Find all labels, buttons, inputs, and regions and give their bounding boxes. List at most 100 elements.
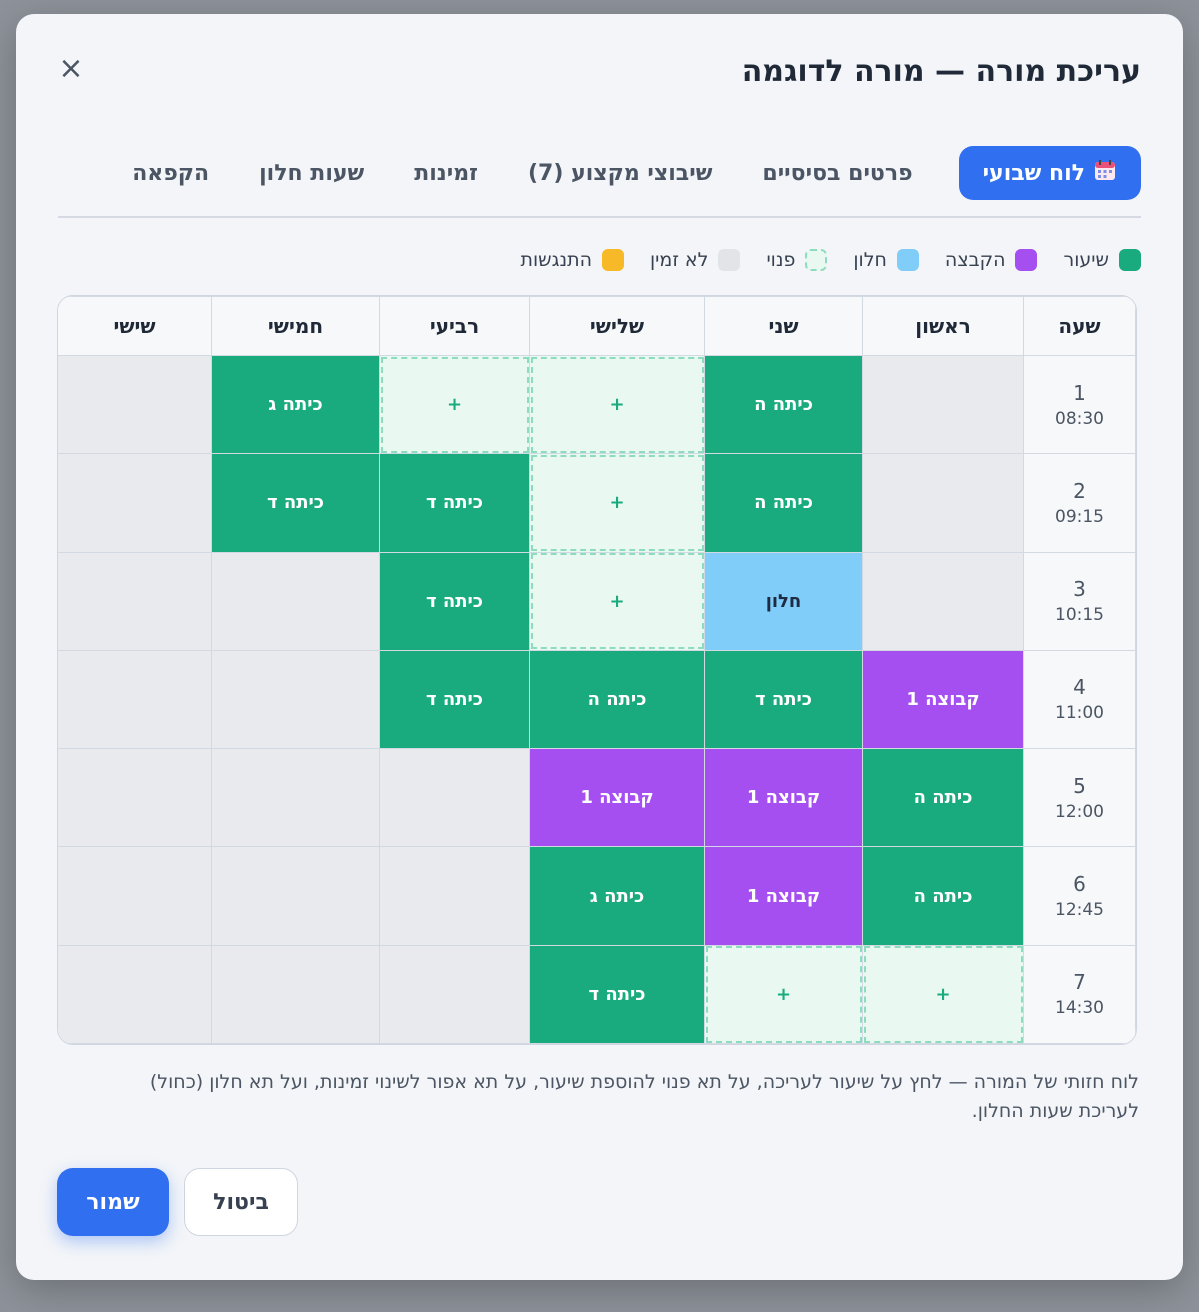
edit-teacher-dialog: עריכת מורה — מורה לדוגמה × לוח שבועי פרט…: [16, 14, 1183, 1280]
schedule-row: 6 12:45 כיתה ה קבוצה 1 כיתה ג: [58, 846, 1136, 946]
schedule-cell-lesson[interactable]: כיתה ה: [862, 748, 1024, 848]
period-number: 3: [1073, 577, 1086, 602]
schedule-row: 3 10:15 חלון + כיתה ד: [58, 551, 1136, 651]
tab-label: הקפאה: [132, 160, 210, 186]
legend-label: לא זמין: [649, 249, 709, 271]
legend-swatch: [718, 249, 741, 271]
period-time: 12:45: [1055, 900, 1104, 921]
legend-item-conflict: התנגשות: [521, 249, 624, 271]
schedule-cell-lesson[interactable]: כיתה ג: [529, 846, 705, 946]
close-icon[interactable]: ×: [58, 51, 84, 86]
schedule-cell-empty[interactable]: [862, 354, 1024, 455]
schedule-cell-lesson[interactable]: כיתה ד: [529, 944, 705, 1044]
schedule-cell-lesson[interactable]: כיתה ה: [862, 846, 1024, 946]
schedule-cell-free[interactable]: +: [704, 944, 863, 1044]
schedule-cell-empty[interactable]: [379, 748, 530, 848]
legend-swatch: [896, 249, 919, 271]
schedule-cell-lesson[interactable]: כיתה ד: [704, 649, 863, 750]
schedule-cell-empty[interactable]: [58, 944, 212, 1044]
schedule-cell-group[interactable]: קבוצה 1: [704, 846, 863, 946]
schedule-cell-empty[interactable]: [58, 649, 212, 750]
schedule-cell-empty[interactable]: [58, 846, 212, 946]
legend: שיעור הקבצה חלון פנוי לא זמין התנגשות: [495, 246, 1141, 274]
tab-subject-assignments[interactable]: שיבוצי מקצוע (7): [504, 146, 736, 200]
schedule-table: שעה ראשון שני שלישי רביעי חמישי שישי 1 08…: [58, 296, 1136, 1044]
cancel-button[interactable]: ביטול: [184, 1168, 298, 1236]
schedule-cell-empty[interactable]: [379, 944, 530, 1044]
schedule-cell-empty[interactable]: [58, 748, 212, 848]
tab-freeze[interactable]: הקפאה: [108, 146, 233, 200]
schedule-cell-empty[interactable]: [211, 846, 380, 946]
legend-label: שיעור: [1063, 249, 1109, 271]
schedule-cell-free[interactable]: +: [862, 944, 1024, 1044]
legend-label: חלון: [853, 249, 887, 271]
schedule-row: 2 09:15 כיתה ה + כיתה ד כיתה ד: [58, 453, 1136, 553]
schedule-cell-lesson[interactable]: כיתה ה: [704, 354, 863, 455]
period-cell: 7 14:30: [1023, 944, 1136, 1044]
schedule-cell-group[interactable]: קבוצה 1: [862, 649, 1024, 750]
legend-swatch: [1119, 249, 1141, 271]
schedule-cell-empty[interactable]: [379, 846, 530, 946]
schedule-row: 7 14:30 + + כיתה ד: [58, 944, 1136, 1044]
tab-label: שעות חלון: [259, 160, 365, 186]
schedule-cell-lesson[interactable]: כיתה ד: [211, 453, 380, 553]
legend-item-free: פנוי: [766, 249, 828, 271]
legend-label: פנוי: [766, 249, 796, 271]
schedule-cell-group[interactable]: קבוצה 1: [704, 748, 863, 848]
schedule-cell-lesson[interactable]: כיתה ד: [379, 649, 530, 750]
schedule-cell-lesson[interactable]: כיתה ג: [211, 354, 380, 455]
schedule-cell-lesson[interactable]: כיתה ד: [379, 453, 530, 553]
tab-label: זמינות: [414, 160, 478, 186]
header-hour: שעה: [1023, 296, 1136, 356]
schedule-row: 5 12:00 כיתה ה קבוצה 1 קבוצה 1: [58, 748, 1136, 848]
schedule-cell-empty[interactable]: [211, 748, 380, 848]
legend-swatch: [805, 249, 828, 271]
tab-availability[interactable]: זמינות: [390, 146, 502, 200]
schedule-cell-empty[interactable]: [58, 551, 212, 651]
period-cell: 5 12:00: [1023, 748, 1136, 848]
schedule-cell-free[interactable]: +: [529, 551, 705, 651]
weekly-schedule-grid: שעה ראשון שני שלישי רביעי חמישי שישי 1 08…: [57, 295, 1137, 1045]
header-day-sunday: ראשון: [862, 296, 1024, 356]
period-cell: 4 11:00: [1023, 649, 1136, 750]
schedule-cell-lesson[interactable]: כיתה ד: [379, 551, 530, 651]
period-time: 08:30: [1055, 408, 1104, 429]
schedule-header-row: שעה ראשון שני שלישי רביעי חמישי שישי: [58, 296, 1136, 356]
header-day-thursday: חמישי: [211, 296, 380, 356]
schedule-cell-empty[interactable]: [211, 551, 380, 651]
period-time: 12:00: [1055, 801, 1104, 822]
schedule-cell-group[interactable]: קבוצה 1: [529, 748, 705, 848]
legend-label: הקבצה: [944, 249, 1006, 271]
dialog-title: עריכת מורה — מורה לדוגמה: [741, 54, 1141, 89]
tab-weekly-board[interactable]: לוח שבועי: [958, 146, 1141, 200]
schedule-cell-free[interactable]: +: [529, 453, 705, 553]
schedule-cell-lesson[interactable]: כיתה ה: [529, 649, 705, 750]
schedule-row: 1 08:30 כיתה ה + + כיתה ג: [58, 354, 1136, 455]
schedule-cell-lesson[interactable]: כיתה ה: [704, 453, 863, 553]
schedule-cell-empty[interactable]: [862, 551, 1024, 651]
period-time: 14:30: [1055, 998, 1104, 1019]
legend-item-window: חלון: [853, 249, 919, 271]
period-cell: 2 09:15: [1023, 453, 1136, 553]
schedule-cell-window[interactable]: חלון: [704, 551, 863, 651]
tab-label: שיבוצי מקצוע (7): [527, 160, 713, 186]
schedule-cell-empty[interactable]: [58, 354, 212, 455]
save-button[interactable]: שמור: [57, 1168, 169, 1236]
period-cell: 3 10:15: [1023, 551, 1136, 651]
schedule-cell-empty[interactable]: [211, 944, 380, 1044]
period-cell: 6 12:45: [1023, 846, 1136, 946]
schedule-cell-free[interactable]: +: [529, 354, 705, 455]
schedule-cell-free[interactable]: +: [379, 354, 530, 455]
schedule-cell-empty[interactable]: [211, 649, 380, 750]
schedule-hint: לוח חזותי של המורה — לחץ על שיעור לעריכה…: [149, 1071, 1139, 1122]
legend-item-grouping: הקבצה: [945, 249, 1038, 271]
schedule-cell-empty[interactable]: [862, 453, 1024, 553]
tab-basic-details[interactable]: פרטים בסיסיים: [738, 146, 936, 200]
period-number: 4: [1073, 675, 1086, 700]
schedule-row: 4 11:00 קבוצה 1 כיתה ד כיתה ה כיתה ד: [58, 649, 1136, 750]
legend-item-lesson: שיעור: [1063, 249, 1141, 271]
tab-window-hours[interactable]: שעות חלון: [235, 146, 388, 200]
header-day-friday: שישי: [58, 296, 212, 356]
schedule-cell-empty[interactable]: [58, 453, 212, 553]
calendar-icon: [1093, 158, 1117, 188]
